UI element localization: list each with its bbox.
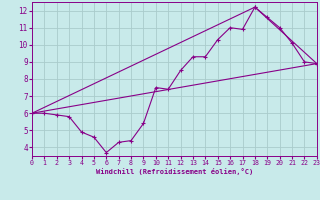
X-axis label: Windchill (Refroidissement éolien,°C): Windchill (Refroidissement éolien,°C) [96, 168, 253, 175]
